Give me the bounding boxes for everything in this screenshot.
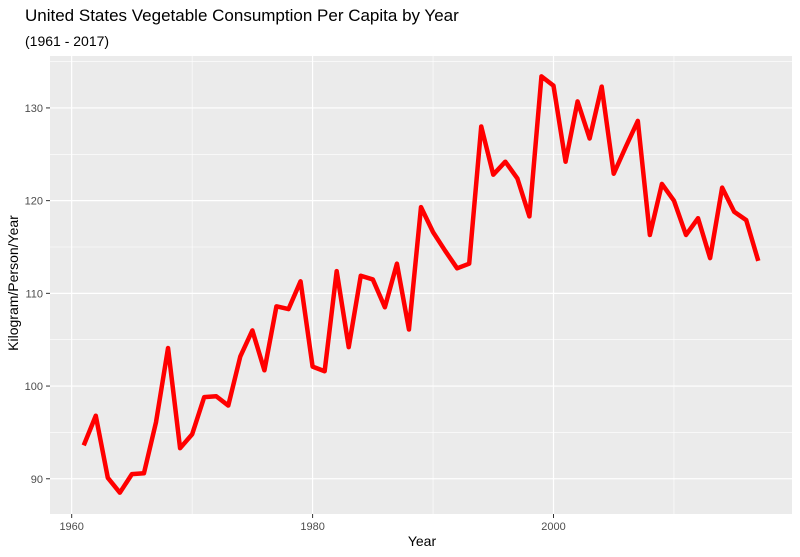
y-axis-title: Kilogram/Person/Year (5, 215, 21, 351)
data-point (383, 305, 387, 309)
data-point (250, 328, 254, 332)
data-point (130, 472, 134, 476)
data-point (118, 491, 122, 495)
grid-minor (50, 56, 792, 514)
data-point (684, 233, 688, 237)
data-point (238, 354, 242, 358)
x-axis-ticks: 1960 1980 2000 (59, 514, 566, 533)
data-point (576, 99, 580, 103)
data-point (323, 369, 327, 373)
data-point (672, 199, 676, 203)
data-point (371, 277, 375, 281)
data-point (515, 176, 519, 180)
data-point (660, 182, 664, 186)
data-point (648, 233, 652, 237)
data-point (142, 471, 146, 475)
data-point (696, 216, 700, 220)
data-point (347, 345, 351, 349)
x-tick-label: 2000 (541, 521, 565, 533)
data-point (503, 160, 507, 164)
data-point (636, 119, 640, 123)
plot-panel (50, 56, 792, 514)
x-tick-label: 1980 (300, 521, 324, 533)
data-point (154, 420, 158, 424)
x-axis-title: Year (408, 533, 437, 549)
data-point (732, 210, 736, 214)
data-point (407, 328, 411, 332)
data-point (744, 218, 748, 222)
data-point (624, 145, 628, 149)
y-tick-label: 130 (25, 103, 43, 115)
data-point (359, 274, 363, 278)
grid-major (50, 56, 792, 514)
data-point (431, 230, 435, 234)
data-point (82, 443, 86, 447)
data-point (756, 259, 760, 263)
data-point (311, 365, 315, 369)
data-point (395, 262, 399, 266)
data-point (419, 205, 423, 209)
data-point (106, 476, 110, 480)
data-point (720, 186, 724, 190)
data-point (539, 74, 543, 78)
y-axis-ticks: 90 100 110 120 130 (25, 103, 50, 486)
data-point (262, 368, 266, 372)
data-point (299, 279, 303, 283)
data-point (166, 346, 170, 350)
series-line (81, 74, 761, 495)
data-point (552, 84, 556, 88)
data-point (600, 85, 604, 89)
data-point (491, 173, 495, 177)
data-point (178, 446, 182, 450)
data-point (564, 160, 568, 164)
data-point (335, 269, 339, 273)
data-point (202, 395, 206, 399)
data-point (287, 307, 291, 311)
data-point (274, 304, 278, 308)
y-tick-label: 110 (25, 288, 43, 300)
data-point (467, 262, 471, 266)
data-point (708, 256, 712, 260)
y-tick-label: 120 (25, 196, 43, 208)
data-point (527, 214, 531, 218)
data-point (612, 172, 616, 176)
data-point (226, 404, 230, 408)
data-point (443, 249, 447, 253)
chart-subtitle: (1961 - 2017) (25, 33, 110, 49)
data-point (455, 266, 459, 270)
y-tick-label: 90 (31, 474, 43, 486)
data-point (94, 414, 98, 418)
x-tick-label: 1960 (59, 521, 83, 533)
data-point (588, 137, 592, 141)
y-tick-label: 100 (25, 381, 43, 393)
chart-title: United States Vegetable Consumption Per … (25, 6, 459, 25)
data-point (190, 432, 194, 436)
data-point (214, 394, 218, 398)
data-point (479, 124, 483, 128)
